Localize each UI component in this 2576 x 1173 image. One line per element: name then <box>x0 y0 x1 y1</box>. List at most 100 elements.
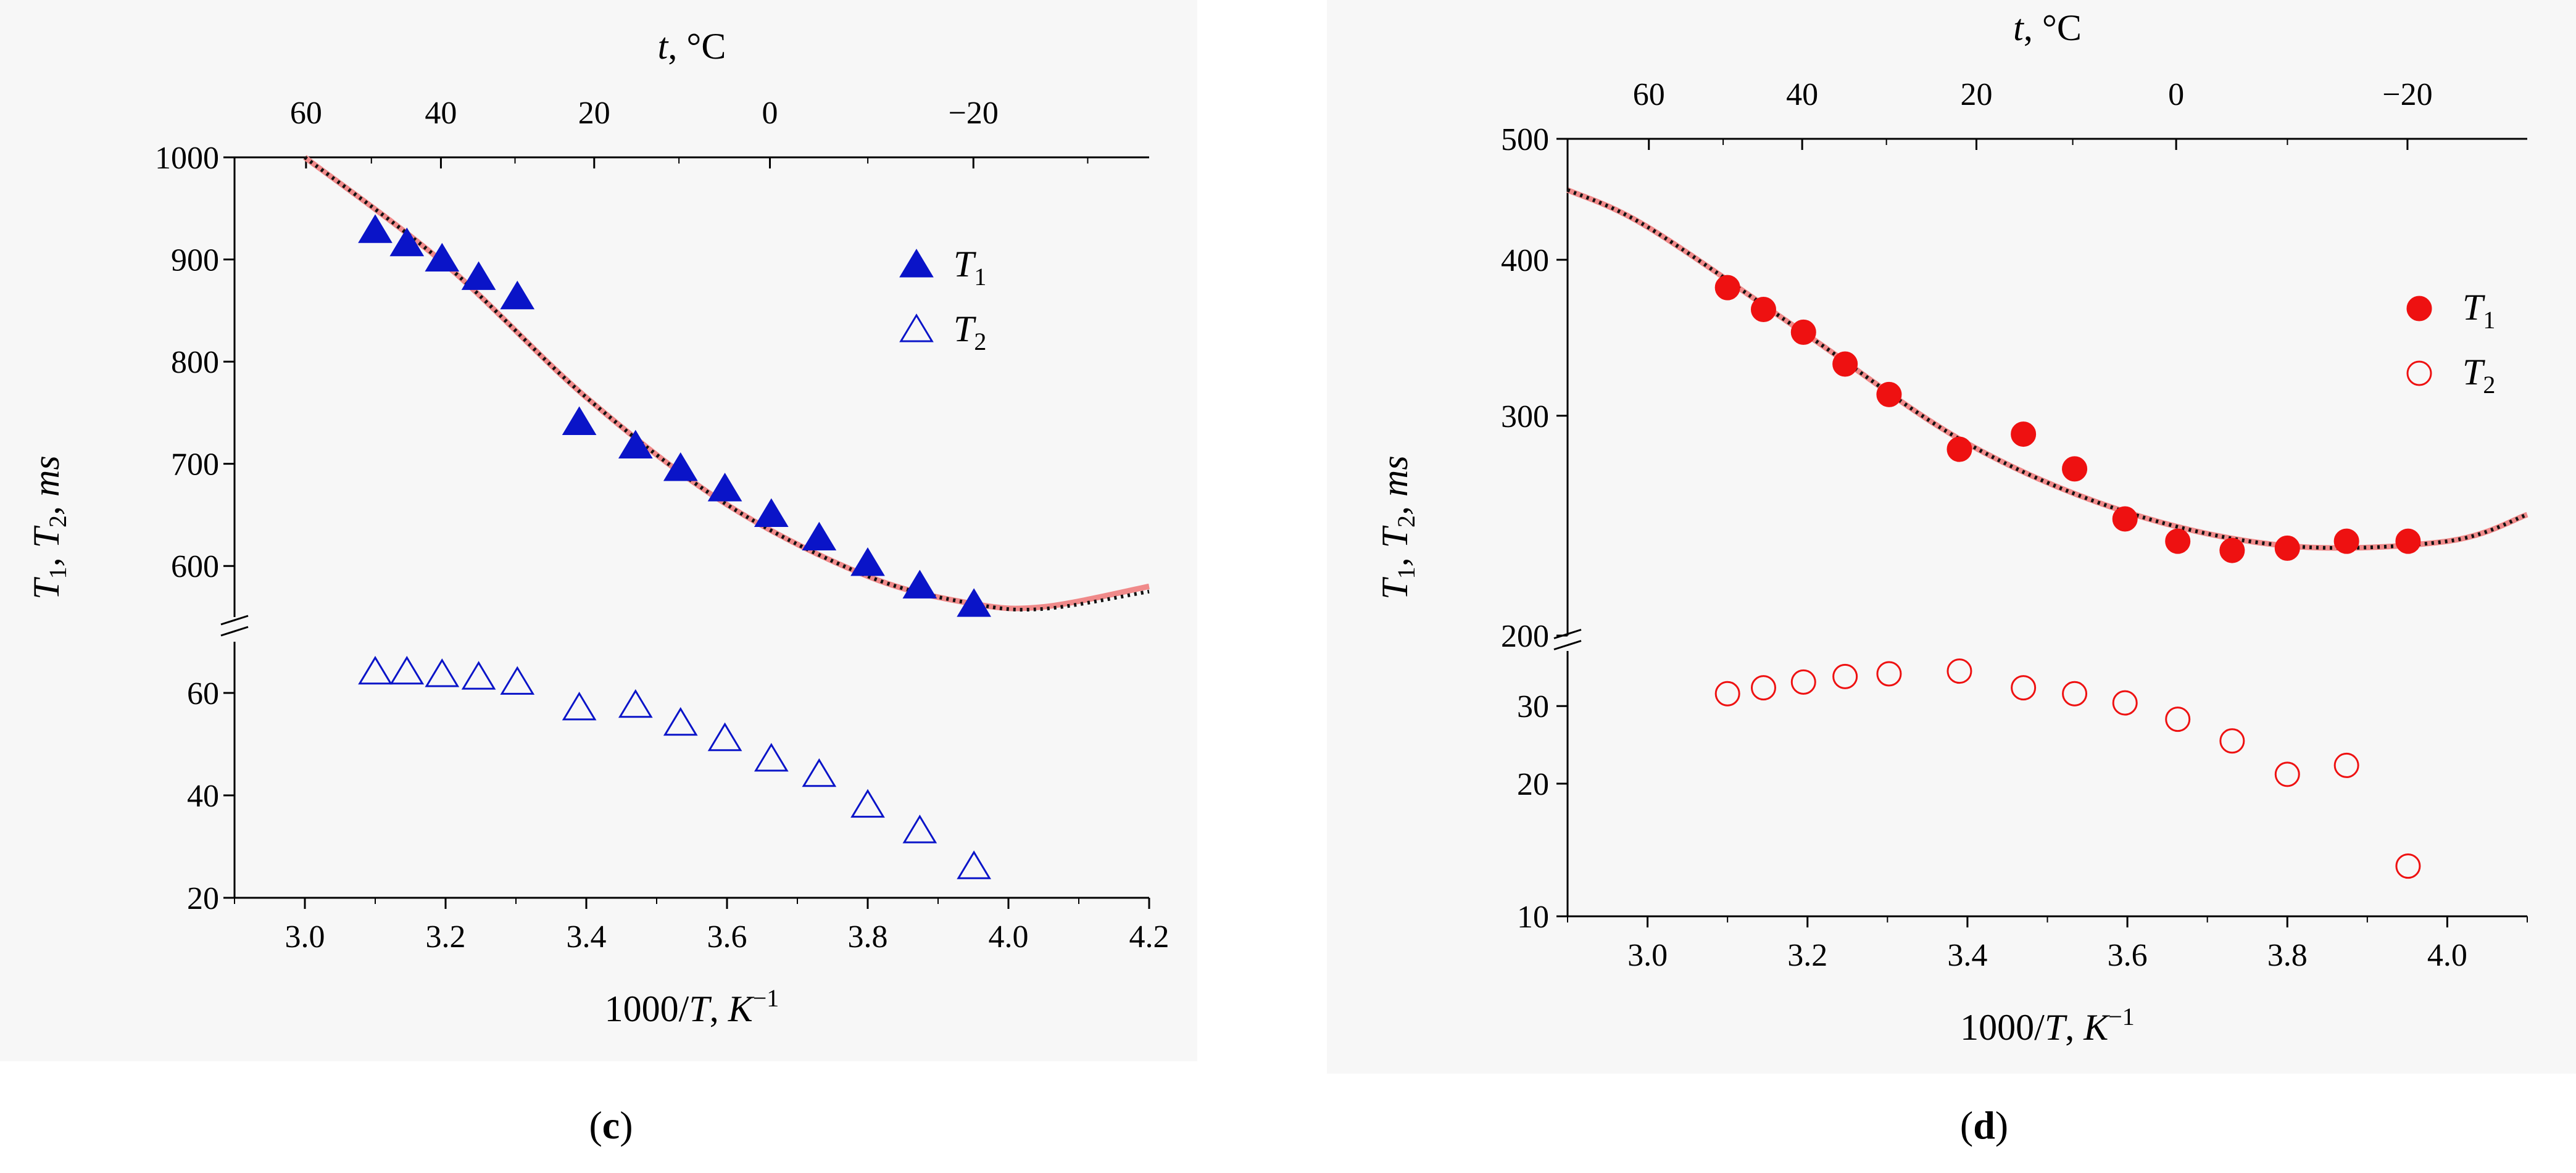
x-tick-label: 4.0 <box>2427 938 2467 973</box>
t1-point <box>902 570 937 599</box>
t2-point <box>500 666 535 695</box>
x-label-var: T <box>2045 1007 2067 1048</box>
y-label-t2: , T <box>26 525 67 566</box>
t2-point <box>425 658 460 687</box>
t2-point <box>1750 675 1776 701</box>
y-tick-label: 800 <box>171 345 219 380</box>
t2-point <box>2395 853 2421 879</box>
x-label-prefix: 1000/ <box>1960 1007 2045 1048</box>
legend-label-var: T <box>2462 352 2485 392</box>
x-label-unit: K <box>728 989 755 1029</box>
x-label-unit: K <box>2083 1007 2110 1048</box>
y-label-t1: T <box>1374 577 1415 600</box>
legend-label: T1 <box>2462 287 2495 334</box>
t1-point <box>1750 296 1776 322</box>
y-tick-label: 900 <box>171 243 219 278</box>
top-tick-label: 20 <box>578 96 610 131</box>
y-tick-label: 40 <box>187 779 219 814</box>
t2-point <box>957 850 991 879</box>
y-tick-label: 400 <box>1501 243 1549 278</box>
top-axis-label: t, °C <box>658 26 726 67</box>
legend-label: T2 <box>2462 352 2495 399</box>
y-tick-label: 300 <box>1501 399 1549 434</box>
top-tick-label: 40 <box>1786 77 1818 112</box>
t1-point <box>562 406 597 435</box>
y-label-sub1: 1 <box>1392 566 1420 579</box>
t2-point <box>2165 707 2191 732</box>
legend-label: T1 <box>954 244 986 291</box>
x-tick-label: 4.2 <box>1129 919 1170 955</box>
x-label-sep: , <box>2065 1007 2084 1048</box>
t2-point <box>2011 675 2037 701</box>
t2-point <box>461 661 496 690</box>
t2-point <box>2274 761 2300 787</box>
top-tick-label: 60 <box>290 96 322 131</box>
t1-point <box>618 429 653 459</box>
t2-point <box>1832 663 1858 689</box>
fit-curve-solid <box>303 155 1150 611</box>
t2-point <box>358 655 393 685</box>
t2-point <box>2112 690 2138 716</box>
x-label-sep: , <box>710 989 728 1029</box>
y-label-sub2: 2 <box>1392 515 1420 528</box>
panel-d-background <box>1327 0 2576 1074</box>
chart-panel-c: 3.0 3.2 3.4 3.6 3.8 4.0 4.2 60 40 20 0 −20 t, °C 1000… <box>26 26 1170 1147</box>
x-tick-label: 3.6 <box>707 919 747 955</box>
panel-label: (c) <box>589 1103 633 1147</box>
x-tick-label: 3.8 <box>848 919 888 955</box>
t2-point <box>2062 681 2088 707</box>
t1-point <box>2333 528 2359 554</box>
t2-point <box>1790 669 1816 695</box>
axis-break-mark <box>220 626 249 637</box>
top-tick-label: 40 <box>425 96 457 131</box>
x-label-prefix: 1000/ <box>605 989 689 1029</box>
x-tick-label: 3.0 <box>285 919 325 955</box>
t1-point <box>2062 456 2088 482</box>
t1-point <box>754 498 789 527</box>
t2-point <box>663 707 698 736</box>
legend-label: T2 <box>954 309 986 355</box>
t1-point <box>1790 319 1816 345</box>
t1-point <box>802 521 837 551</box>
top-axis-label: t, °C <box>2013 7 2082 48</box>
y-axis-label: T1, T2, ms <box>26 455 72 599</box>
x-label-sup: −1 <box>753 984 779 1012</box>
t1-point <box>957 588 991 617</box>
t1-point <box>358 214 393 243</box>
top-axis-label-unit: , °C <box>2024 7 2082 48</box>
y-label-sub1: 1 <box>44 566 72 579</box>
fit-curve-dotted <box>304 155 1150 612</box>
t1-point <box>2219 537 2245 563</box>
t1-point <box>389 227 425 257</box>
t1-point <box>425 242 460 272</box>
t2-point <box>389 655 425 685</box>
legend-label-var: T <box>2462 287 2485 328</box>
panel-label: (d) <box>1960 1103 2008 1147</box>
t2-point <box>1714 681 1740 707</box>
t1-point <box>2395 528 2421 554</box>
t2-point <box>562 691 597 721</box>
panel-label-letter: d <box>1973 1103 1995 1147</box>
top-axis-label-unit: , °C <box>668 26 726 67</box>
t1-point <box>2165 528 2191 554</box>
x-tick-label: 3.8 <box>2267 938 2308 973</box>
t1-point <box>2112 506 2138 532</box>
t2-point <box>1876 661 1902 687</box>
y-axis-label: T1, T2, ms <box>1374 455 1420 599</box>
x-tick-label: 3.4 <box>567 919 607 955</box>
t2-point <box>850 789 885 818</box>
x-tick-label: 3.0 <box>1627 938 1668 973</box>
y-tick-label: 700 <box>171 447 219 483</box>
t1-point <box>461 261 496 290</box>
x-tick-label: 3.2 <box>1787 938 1827 973</box>
legend-label-var: T <box>954 309 976 349</box>
x-axis-label: 1000/T, K−1 <box>1960 1003 2135 1048</box>
top-tick-label: 0 <box>762 96 778 131</box>
top-tick-label: −20 <box>2382 77 2432 112</box>
x-label-sup: −1 <box>2108 1003 2135 1030</box>
fit-curve-solid <box>1566 187 2528 551</box>
panel-label-close: ) <box>1995 1103 2008 1147</box>
y-tick-label: 1000 <box>155 141 219 176</box>
axis-break-mark <box>220 615 249 626</box>
